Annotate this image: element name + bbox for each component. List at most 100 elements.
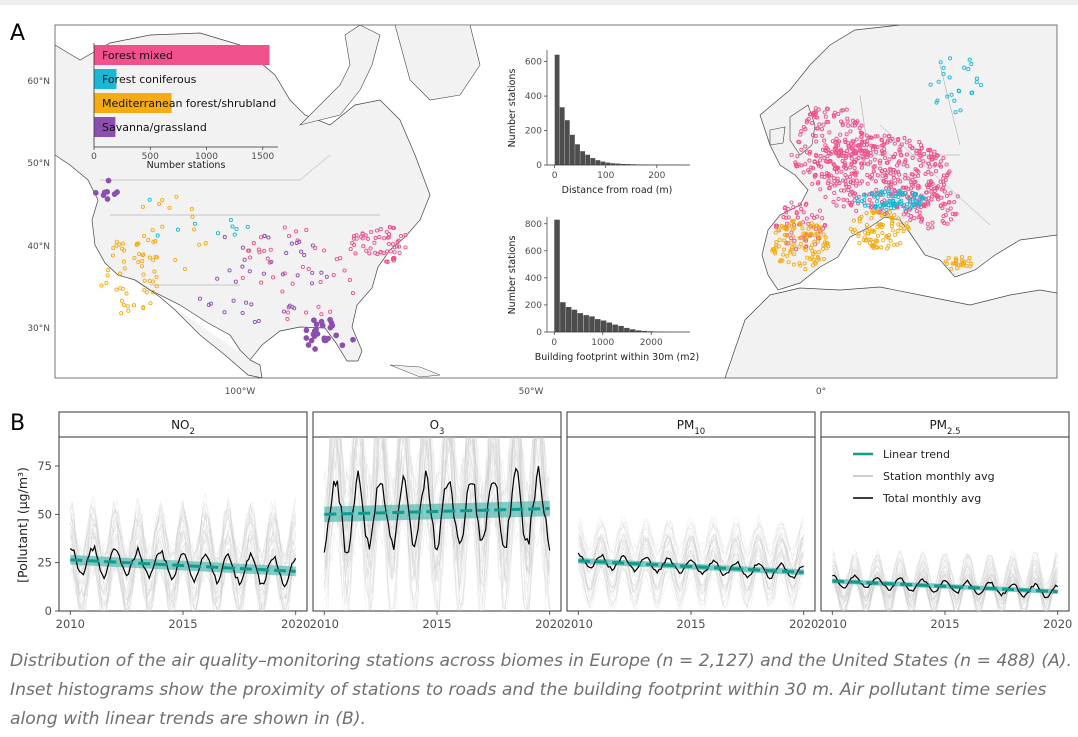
station-point [305,342,312,348]
station-point [385,249,390,254]
station-point [863,151,868,156]
station-point [812,239,817,244]
station-point [863,193,869,198]
station-point [856,142,861,148]
station-point [245,224,250,229]
station-point [893,152,898,157]
station-point [828,159,833,164]
station-point [848,227,853,232]
station-point [901,212,906,217]
station-point [817,122,822,127]
histogram-bar [621,164,626,165]
station-monthly-line [69,507,297,568]
station-point [790,219,795,224]
station-point [270,275,276,280]
station-point [310,243,315,248]
histogram-y-tick-label: 600 [525,58,542,68]
station-point [261,271,266,276]
station-point [950,211,955,216]
station-point [822,156,827,161]
station-point [814,139,819,144]
station-point [798,222,803,227]
station-point [807,170,812,175]
station-point [390,242,395,247]
station-point [794,247,799,252]
station-point [958,108,963,113]
station-point [147,255,152,260]
histogram-bar [610,163,616,165]
station-point [904,152,909,157]
histogram-bar [565,307,572,332]
station-monthly-line [577,552,804,595]
station-point [148,301,153,306]
station-point [899,142,904,147]
station-point [897,147,902,153]
timeseries-legend: Linear trend Station monthly avg Total mon… [853,448,995,505]
timeseries-y-label: [Pollutant] (μg/m³) [15,467,30,583]
hist-building-footprint-x-ticks: 0 1000 2000 [551,332,663,348]
station-point [802,245,807,251]
station-point [803,127,808,132]
station-point [921,159,926,164]
station-point [154,284,159,289]
station-point [104,280,109,285]
station-point [822,110,827,115]
station-point [928,82,933,87]
station-monthly-line [323,437,551,573]
biome-bar [94,45,270,65]
station-point [388,249,393,254]
station-point [798,132,803,137]
station-point [913,179,918,185]
station-monthly-line [578,530,805,572]
station-monthly-line [323,437,551,563]
station-point [781,247,787,252]
station-point [142,278,147,283]
station-monthly-line [578,549,805,601]
station-point [247,269,252,274]
station-monthly-line [323,445,551,592]
legend-entry: Total monthly avg [882,492,981,505]
station-monthly-line [577,551,805,595]
station-point [791,218,796,223]
station-point [840,122,845,128]
station-point [328,320,335,326]
x-tick-label: 2010 [310,617,339,631]
station-point [924,190,929,195]
x-tick-label: 2015 [930,617,959,631]
station-point [801,210,806,215]
station-monthly-line [69,507,297,569]
station-point [850,147,855,152]
station-point [857,216,862,221]
station-monthly-line [578,514,805,561]
station-point [773,230,778,235]
station-point [882,155,888,161]
station-point [947,199,952,205]
station-point [831,114,837,119]
station-point [142,233,147,238]
station-point [319,322,326,329]
x-tick-label: 2015 [676,617,705,631]
station-point [851,143,856,148]
station-point [838,153,843,158]
station-monthly-line [578,534,805,571]
station-point [310,270,315,275]
station-point [772,247,777,252]
station-point [789,230,794,235]
lat-tick-40: 40°N [27,242,50,252]
station-point [215,231,221,236]
biome-x-tick-label: 1000 [195,152,218,162]
station-point [119,298,124,303]
station-point [884,207,889,212]
station-point [373,235,378,240]
station-point [938,179,943,184]
station-point [885,138,890,143]
station-point [813,115,818,120]
station-monthly-line [831,564,1059,611]
histogram-y-tick-label: 0 [536,161,542,171]
station-point [192,227,197,232]
station-point [885,160,890,165]
histogram-x-tick-label: 200 [648,171,665,181]
station-point [918,163,924,168]
